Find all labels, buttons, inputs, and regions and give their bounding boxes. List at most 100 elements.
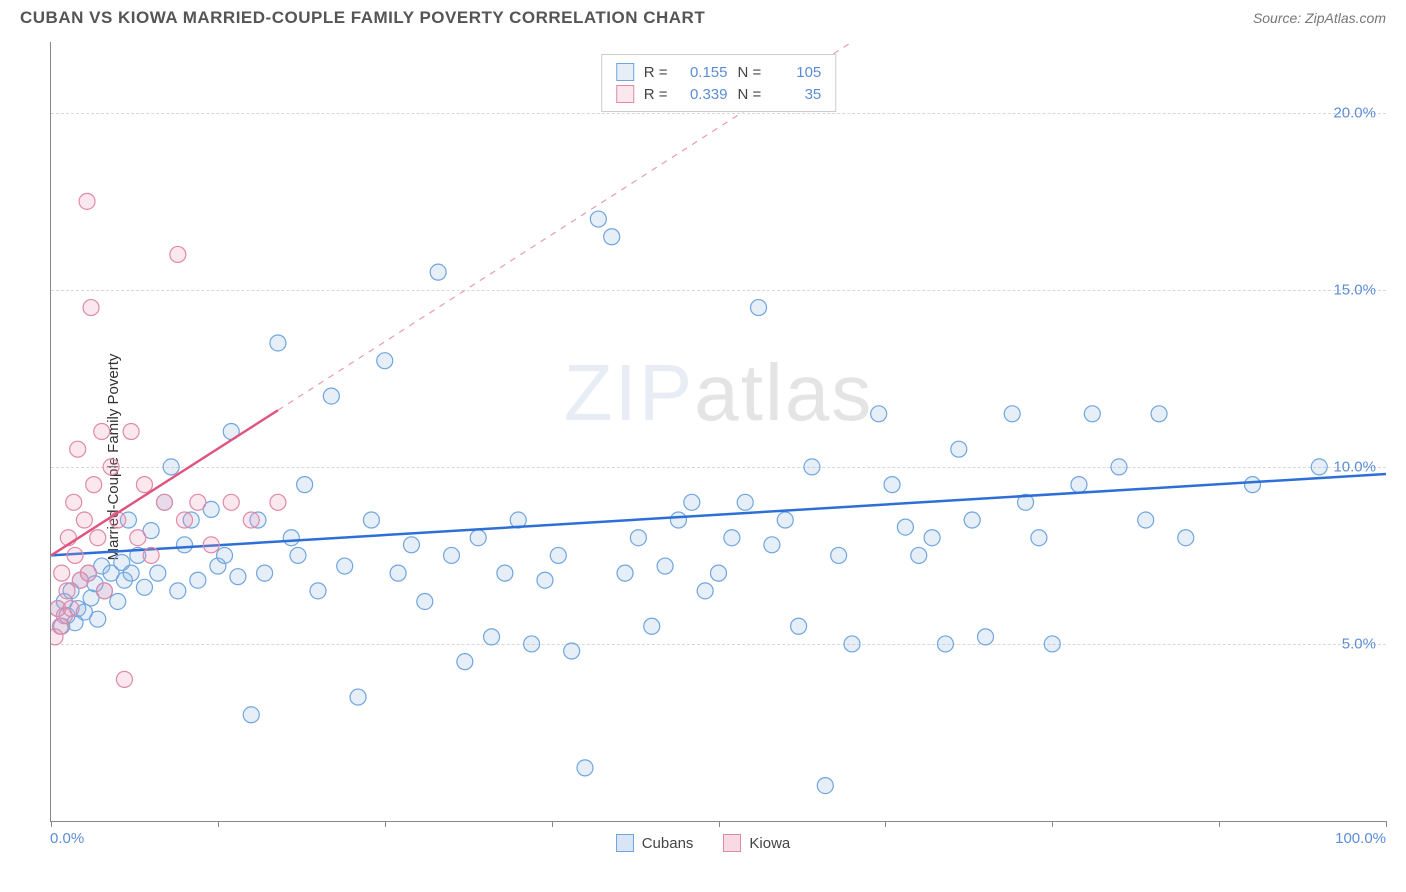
scatter-point — [223, 494, 239, 510]
x-tick — [1386, 821, 1387, 827]
scatter-point — [70, 441, 86, 457]
scatter-point — [270, 335, 286, 351]
scatter-point — [177, 537, 193, 553]
scatter-point — [1071, 477, 1087, 493]
scatter-point — [911, 547, 927, 563]
scatter-point — [724, 530, 740, 546]
scatter-point — [1178, 530, 1194, 546]
scatter-point — [66, 494, 82, 510]
scatter-point — [136, 579, 152, 595]
scatter-point — [537, 572, 553, 588]
scatter-point — [150, 565, 166, 581]
scatter-point — [63, 601, 79, 617]
scatter-point — [116, 671, 132, 687]
scatter-point — [964, 512, 980, 528]
scatter-point — [390, 565, 406, 581]
scatter-point — [297, 477, 313, 493]
scatter-point — [83, 300, 99, 316]
scatter-point — [444, 547, 460, 563]
stats-row: R =0.155N =105 — [616, 61, 822, 83]
scatter-point — [751, 300, 767, 316]
scatter-point — [831, 547, 847, 563]
scatter-point — [290, 547, 306, 563]
scatter-point — [1084, 406, 1100, 422]
stats-n-label: N = — [738, 86, 762, 103]
x-tick — [218, 821, 219, 827]
x-tick — [385, 821, 386, 827]
x-tick — [552, 821, 553, 827]
scatter-point — [177, 512, 193, 528]
scatter-point — [1311, 459, 1327, 475]
stats-row: R =0.339N =35 — [616, 83, 822, 105]
scatter-point — [951, 441, 967, 457]
chart-container: Married-Couple Family Poverty R =0.155N … — [0, 32, 1406, 882]
scatter-point — [630, 530, 646, 546]
plot-area: R =0.155N =105R =0.339N =35 ZIPatlas 5.0… — [50, 42, 1386, 822]
trend-line — [51, 410, 278, 555]
scatter-point — [123, 424, 139, 440]
stats-n-value: 35 — [771, 86, 821, 103]
scatter-point — [94, 424, 110, 440]
scatter-point — [670, 512, 686, 528]
scatter-point — [577, 760, 593, 776]
scatter-point — [363, 512, 379, 528]
scatter-point — [897, 519, 913, 535]
scatter-point — [430, 264, 446, 280]
scatter-point — [96, 583, 112, 599]
scatter-point — [377, 353, 393, 369]
scatter-point — [103, 459, 119, 475]
scatter-point — [243, 512, 259, 528]
scatter-point — [884, 477, 900, 493]
legend-swatch — [616, 63, 634, 81]
stats-r-value: 0.155 — [678, 64, 728, 81]
scatter-point — [110, 512, 126, 528]
scatter-point — [80, 565, 96, 581]
scatter-point — [403, 537, 419, 553]
scatter-point — [163, 459, 179, 475]
scatter-point — [203, 537, 219, 553]
scatter-point — [323, 388, 339, 404]
scatter-point — [791, 618, 807, 634]
scatter-point — [590, 211, 606, 227]
x-tick — [885, 821, 886, 827]
scatter-point — [257, 565, 273, 581]
scatter-point — [136, 477, 152, 493]
scatter-point — [457, 654, 473, 670]
scatter-point — [764, 537, 780, 553]
scatter-point — [283, 530, 299, 546]
scatter-point — [871, 406, 887, 422]
scatter-point — [90, 530, 106, 546]
scatter-point — [110, 593, 126, 609]
scatter-point — [817, 778, 833, 794]
scatter-point — [59, 583, 75, 599]
scatter-point — [67, 547, 83, 563]
scatter-point — [143, 547, 159, 563]
legend-swatch — [616, 85, 634, 103]
stats-r-value: 0.339 — [678, 86, 728, 103]
x-tick — [51, 821, 52, 827]
scatter-point — [76, 512, 92, 528]
scatter-point — [1138, 512, 1154, 528]
scatter-point — [1245, 477, 1261, 493]
scatter-point — [924, 530, 940, 546]
scatter-point — [90, 611, 106, 627]
scatter-point — [156, 494, 172, 510]
scatter-point — [737, 494, 753, 510]
scatter-point — [217, 547, 233, 563]
scatter-point — [270, 494, 286, 510]
scatter-point — [190, 494, 206, 510]
scatter-point — [804, 459, 820, 475]
scatter-point — [123, 565, 139, 581]
scatter-point — [711, 565, 727, 581]
scatter-point — [1044, 636, 1060, 652]
legend-swatch — [616, 834, 634, 852]
scatter-point — [54, 565, 70, 581]
scatter-point — [844, 636, 860, 652]
scatter-point — [417, 593, 433, 609]
scatter-point — [190, 572, 206, 588]
scatter-point — [170, 583, 186, 599]
scatter-point — [310, 583, 326, 599]
scatter-point — [937, 636, 953, 652]
scatter-point — [170, 246, 186, 262]
scatter-point — [497, 565, 513, 581]
